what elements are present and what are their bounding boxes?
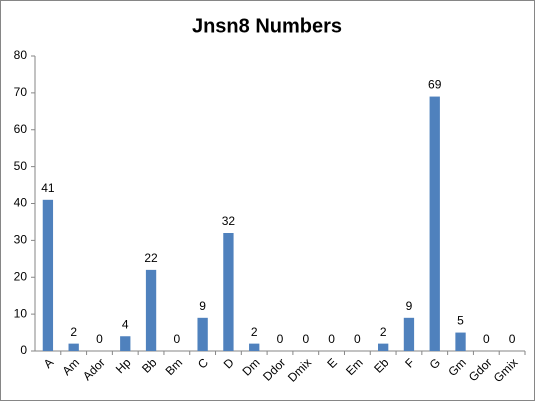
data-label: 22 bbox=[144, 251, 158, 265]
y-tick-label: 40 bbox=[14, 196, 28, 210]
data-label: 0 bbox=[509, 332, 516, 346]
bar bbox=[42, 199, 54, 351]
bar bbox=[455, 332, 466, 351]
data-label: 9 bbox=[406, 299, 413, 313]
data-label: 32 bbox=[222, 214, 236, 228]
bar bbox=[429, 96, 440, 351]
data-label: 0 bbox=[173, 332, 180, 346]
bar bbox=[378, 343, 389, 351]
bar bbox=[223, 233, 234, 351]
bar bbox=[403, 317, 415, 351]
data-label: 0 bbox=[277, 332, 284, 346]
data-label: 0 bbox=[96, 332, 103, 346]
bar bbox=[145, 269, 157, 351]
data-label: 69 bbox=[428, 78, 442, 92]
y-tick-label: 50 bbox=[14, 159, 28, 173]
bar bbox=[197, 317, 208, 351]
data-label: 2 bbox=[70, 325, 77, 339]
bar bbox=[68, 343, 79, 351]
y-tick-label: 20 bbox=[14, 269, 28, 283]
data-label: 2 bbox=[251, 325, 258, 339]
y-tick-label: 80 bbox=[14, 48, 28, 62]
data-label: 0 bbox=[302, 332, 309, 346]
y-tick-label: 30 bbox=[14, 233, 28, 247]
data-label: 0 bbox=[328, 332, 335, 346]
y-tick-label: 70 bbox=[14, 85, 28, 99]
data-label: 9 bbox=[199, 299, 206, 313]
data-label: 41 bbox=[41, 181, 55, 195]
bar bbox=[120, 336, 131, 351]
data-label: 5 bbox=[457, 314, 464, 328]
data-label: 4 bbox=[122, 317, 129, 331]
y-tick-label: 60 bbox=[14, 122, 28, 136]
chart-title: Jnsn8 Numbers bbox=[192, 15, 342, 37]
y-tick-label: 10 bbox=[14, 306, 28, 320]
y-tick-label: 0 bbox=[20, 343, 27, 357]
data-label: 0 bbox=[483, 332, 490, 346]
data-label: 2 bbox=[380, 325, 387, 339]
bar bbox=[249, 343, 260, 351]
data-label: 0 bbox=[354, 332, 361, 346]
